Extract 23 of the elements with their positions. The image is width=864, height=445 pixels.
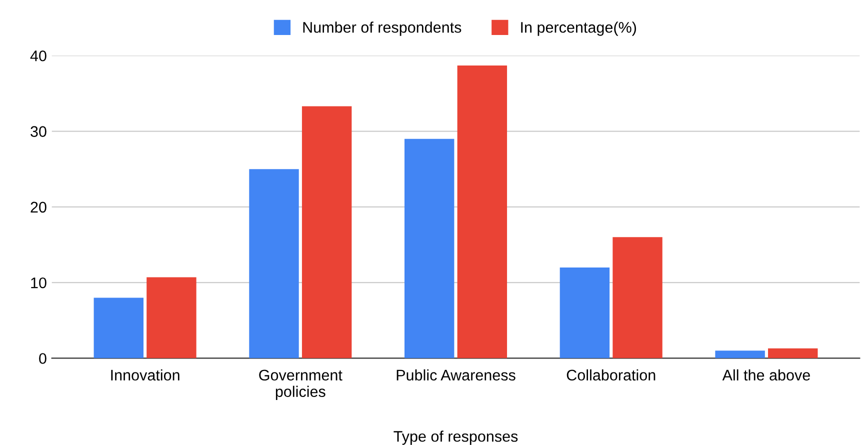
x-tick-label: Government policies [259, 370, 342, 400]
bar [457, 65, 508, 358]
legend-label: Number of respondents [303, 22, 462, 36]
bar [302, 106, 352, 358]
y-tick-label: 20 [30, 202, 46, 213]
bar [560, 267, 610, 358]
y-tick-label: 10 [31, 277, 46, 288]
x-tick-label: Collaboration [566, 369, 656, 381]
y-tick-label: 0 [39, 353, 46, 364]
bar [715, 350, 765, 358]
bar [404, 138, 454, 358]
bar [768, 348, 818, 358]
x-axis-title: Type of responses [394, 430, 518, 445]
y-tick-label: 40 [30, 50, 46, 62]
legend-label: In percentage(%) [521, 22, 636, 36]
bar [249, 169, 299, 358]
bar [146, 277, 196, 358]
x-tick-label: All the above [722, 369, 810, 381]
x-tick-label: Innovation [111, 369, 180, 381]
bar [94, 298, 144, 358]
bar [612, 237, 662, 358]
y-tick-label: 30 [30, 126, 46, 137]
x-tick-label: Public Awareness [396, 369, 516, 381]
